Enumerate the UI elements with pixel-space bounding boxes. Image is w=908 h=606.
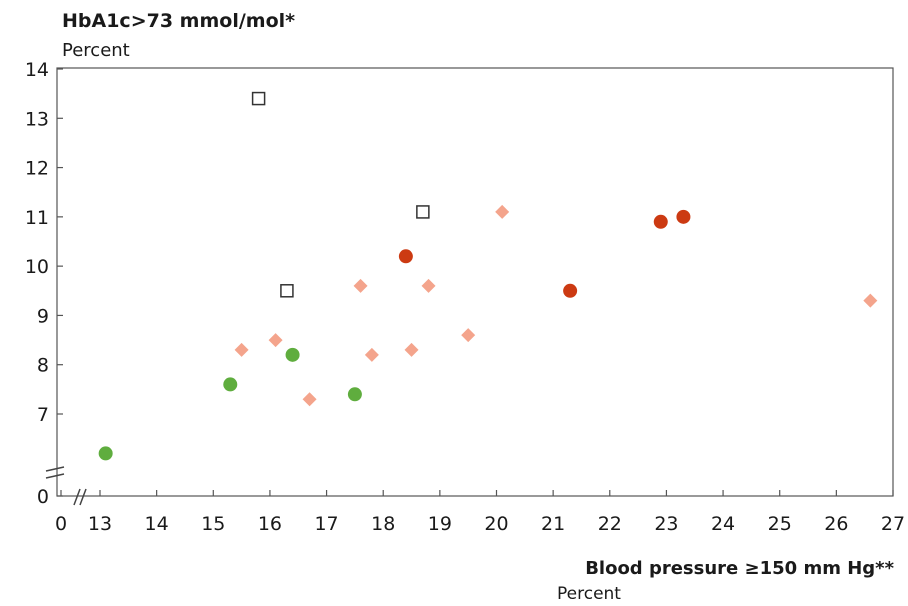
x-tick-label-14: 26 <box>824 513 848 535</box>
point-s1-0 <box>234 342 249 357</box>
plot-frame <box>56 67 894 497</box>
y-tick-label-4: 10 <box>25 256 49 278</box>
point-s3-0 <box>98 446 113 461</box>
point-s1-5 <box>404 342 419 357</box>
y-axis: 0 7 8 9 10 11 12 13 14 <box>25 59 63 508</box>
x-axis-break-mark <box>73 488 87 506</box>
x-tick-label-12: 24 <box>711 513 735 535</box>
axis-break-marks <box>45 466 87 506</box>
y-tick-label-0: 0 <box>37 486 49 508</box>
data-points <box>98 91 878 461</box>
x-axis: 0 13 14 15 16 17 18 19 20 21 22 23 24 25 26 27 <box>55 490 905 535</box>
x-tick-label-6: 18 <box>371 513 395 535</box>
x-tick-label-11: 23 <box>654 513 678 535</box>
y-tick-label-7: 13 <box>25 108 49 130</box>
y-tick-label-8: 14 <box>25 59 49 81</box>
y-axis-break-mark <box>45 466 65 479</box>
point-s0-1 <box>416 205 430 219</box>
x-axis-unit: Percent <box>557 584 621 604</box>
point-s1-4 <box>364 347 379 362</box>
x-axis-title: Blood pressure ≥150 mm Hg** <box>585 558 894 579</box>
point-s1-8 <box>495 204 510 219</box>
x-tick-label-0: 0 <box>55 513 67 535</box>
y-tick-label-3: 9 <box>37 305 49 327</box>
point-s3-2 <box>285 347 300 362</box>
x-tick-label-1: 13 <box>88 513 112 535</box>
y-axis-unit: Percent <box>62 40 130 61</box>
point-s1-1 <box>268 333 283 348</box>
point-s2-0 <box>398 249 413 264</box>
x-tick-label-2: 14 <box>145 513 169 535</box>
y-tick-label-1: 7 <box>37 404 49 426</box>
y-tick-label-6: 12 <box>25 158 49 180</box>
point-s1-7 <box>461 328 476 343</box>
point-s0-2 <box>280 284 294 298</box>
point-s2-3 <box>676 209 691 224</box>
x-tick-label-8: 20 <box>484 513 508 535</box>
x-tick-label-5: 17 <box>314 513 338 535</box>
x-tick-label-3: 15 <box>201 513 225 535</box>
x-tick-label-9: 21 <box>541 513 565 535</box>
point-s2-2 <box>653 214 668 229</box>
point-s3-1 <box>223 377 238 392</box>
point-s1-2 <box>302 392 317 407</box>
x-tick-label-13: 25 <box>768 513 792 535</box>
point-s2-1 <box>563 283 578 298</box>
y-axis-title: HbA1c>73 mmol/mol* <box>62 10 296 32</box>
point-s1-6 <box>421 278 436 293</box>
point-s1-3 <box>353 278 368 293</box>
y-tick-label-5: 11 <box>25 207 49 229</box>
point-s3-3 <box>347 387 362 402</box>
x-tick-label-4: 16 <box>258 513 282 535</box>
x-tick-label-7: 19 <box>428 513 452 535</box>
point-s0-0 <box>251 91 266 106</box>
x-tick-label-15: 27 <box>881 513 905 535</box>
point-s1-9 <box>863 293 878 308</box>
y-tick-label-2: 8 <box>37 355 49 377</box>
x-tick-label-10: 22 <box>598 513 622 535</box>
